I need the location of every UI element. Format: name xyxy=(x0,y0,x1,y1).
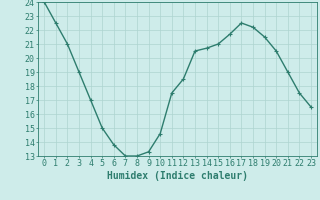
X-axis label: Humidex (Indice chaleur): Humidex (Indice chaleur) xyxy=(107,171,248,181)
